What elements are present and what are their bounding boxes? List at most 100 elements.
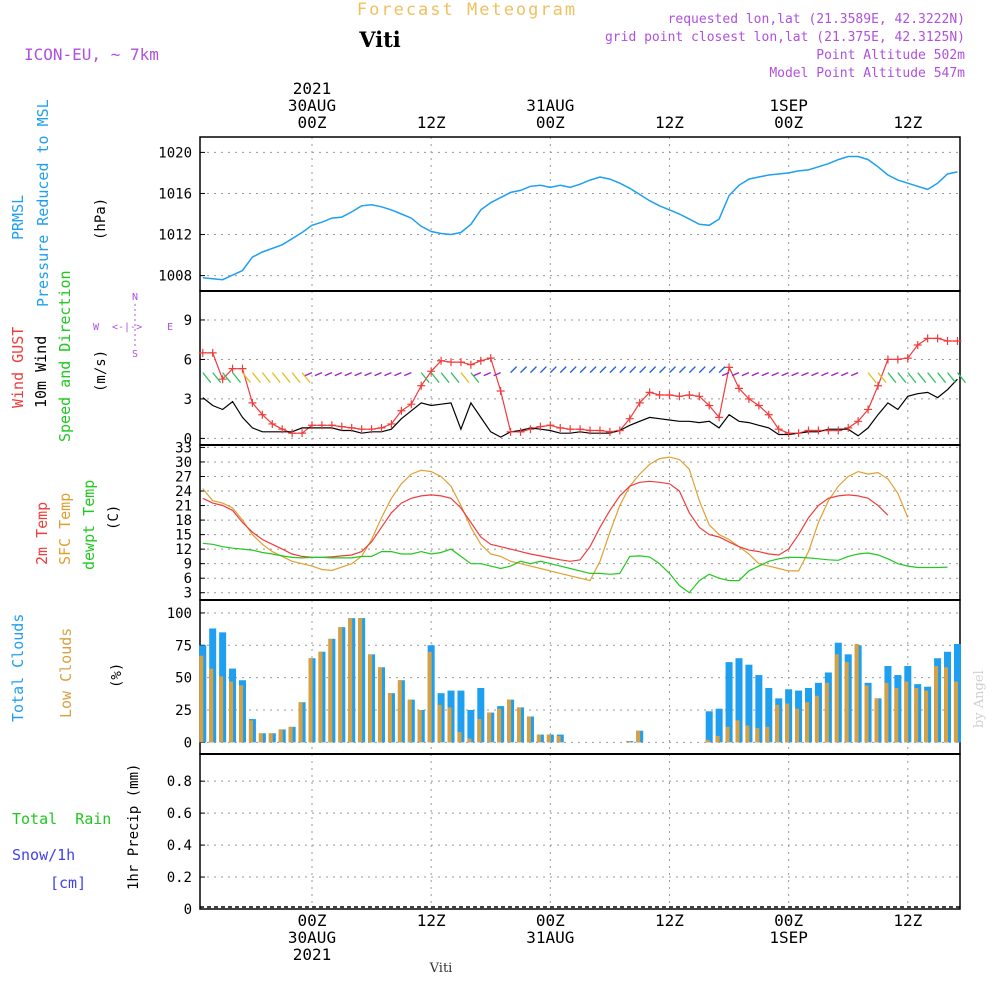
low-cloud-bar — [924, 690, 929, 743]
wind-arrow — [364, 372, 372, 377]
gust-marker — [844, 423, 853, 432]
low-cloud-bar — [725, 726, 730, 743]
wind-unit: (m/s) — [93, 350, 109, 392]
time-tick-label: 2021 — [293, 79, 332, 98]
wind-arrow — [718, 366, 726, 374]
compass-west: W — [93, 322, 100, 333]
wind-arrow — [840, 372, 849, 377]
total-cloud-bar — [705, 711, 713, 743]
gust-marker — [864, 405, 873, 414]
gust-marker — [407, 400, 416, 409]
panel-frame — [199, 753, 961, 910]
wind-arrow — [698, 366, 706, 374]
gust-marker — [893, 355, 902, 364]
low-cloud-bar — [944, 667, 949, 743]
gust-marker — [456, 358, 465, 367]
wind-arrow — [530, 366, 537, 374]
gust-marker — [208, 348, 217, 357]
compass-rose: W <-|-> E N S — [93, 292, 173, 360]
dewpt-label: dewpt Temp — [80, 480, 98, 570]
time-tick-label: 2021 — [293, 945, 332, 964]
time-tick-label: 31AUG — [526, 96, 574, 115]
low-cloud-bar — [219, 676, 224, 743]
wind-arrow — [460, 372, 470, 384]
time-tick-label: 1SEP — [769, 96, 808, 115]
low-cloud-bar — [318, 651, 323, 743]
low-cloud-bar — [874, 698, 879, 743]
time-tick-label: 30AUG — [288, 96, 336, 115]
y-tick-label: 15 — [175, 528, 192, 544]
gust-marker — [288, 429, 297, 438]
wind-arrow — [791, 372, 799, 377]
low-cloud-bar — [715, 735, 720, 743]
low-cloud-bar — [288, 726, 293, 743]
low-cloud-bar — [864, 685, 869, 743]
low-cloud-bar — [417, 710, 422, 743]
y-tick-label: 0 — [184, 902, 192, 918]
gust-marker — [417, 381, 426, 390]
wind-arrow — [354, 372, 362, 377]
y-tick-label: 0 — [184, 735, 192, 751]
low-cloud-bar — [427, 651, 432, 743]
total-cloud-bar — [715, 708, 723, 743]
gust-marker — [258, 410, 267, 419]
low-cloud-bar — [626, 741, 631, 743]
y-tick-label: 0 — [184, 431, 192, 447]
gust-marker — [586, 426, 595, 435]
total-cloud-bar — [467, 710, 475, 743]
wind-direction-label: Speed and Direction — [56, 270, 74, 442]
y-tick-label: 0.4 — [167, 838, 192, 854]
time-tick-label: 12Z — [417, 911, 446, 930]
gust-marker — [744, 394, 753, 403]
gust-marker — [943, 337, 952, 346]
gust-marker — [715, 413, 724, 422]
y-tick-label: 0.8 — [167, 774, 192, 790]
wind-arrow — [831, 372, 839, 377]
wind-arrow — [569, 366, 577, 374]
wind-arrow — [811, 372, 819, 377]
low-cloud-bar — [348, 618, 353, 743]
gust-marker — [556, 423, 565, 432]
low-cloud-bar — [358, 618, 363, 743]
wind-arrow — [202, 372, 212, 384]
dewpt-line — [202, 542, 948, 594]
gust-marker — [466, 360, 475, 369]
low-clouds-label: Low Clouds — [57, 628, 75, 718]
time-tick-label: 00Z — [298, 113, 327, 132]
total-cloud-bar — [765, 688, 773, 743]
low-cloud-bar — [834, 654, 839, 743]
gust-marker — [883, 355, 892, 364]
low-cloud-bar — [278, 729, 283, 743]
gust-marker — [655, 390, 664, 399]
wind-arrow — [251, 372, 261, 384]
y-tick-label: 6 — [184, 571, 192, 587]
clouds-unit: (%) — [109, 663, 125, 688]
wind-arrow — [261, 372, 271, 384]
gust-marker — [854, 417, 863, 426]
low-cloud-bar — [248, 720, 253, 743]
gust-marker — [546, 421, 555, 430]
wind-arrow — [430, 372, 440, 384]
gust-marker — [218, 375, 227, 384]
low-cloud-bar — [854, 644, 859, 743]
gust-marker — [635, 398, 644, 407]
wind-arrow — [669, 366, 676, 374]
requested-coords: requested lon,lat (21.3589E, 42.3222N) — [668, 12, 965, 27]
wind-arrow — [649, 366, 657, 374]
total-cloud-bar — [755, 675, 763, 743]
total-cloud-bar — [477, 688, 485, 743]
wind-arrow — [440, 372, 450, 384]
time-tick-label: 12Z — [893, 911, 922, 930]
y-tick-label: 3 — [184, 586, 192, 602]
station-name: Viti — [358, 27, 401, 52]
wind-arrow — [781, 372, 789, 377]
total-cloud-bar — [735, 658, 743, 743]
gust-line — [202, 337, 958, 434]
prmsl-label: PRMSL — [9, 195, 27, 240]
y-tick-label: 18 — [175, 513, 192, 529]
y-tick-label: 27 — [175, 469, 192, 485]
gust-marker — [268, 419, 277, 428]
precip-axis-label: 1hr Precip (mm) — [126, 764, 142, 890]
